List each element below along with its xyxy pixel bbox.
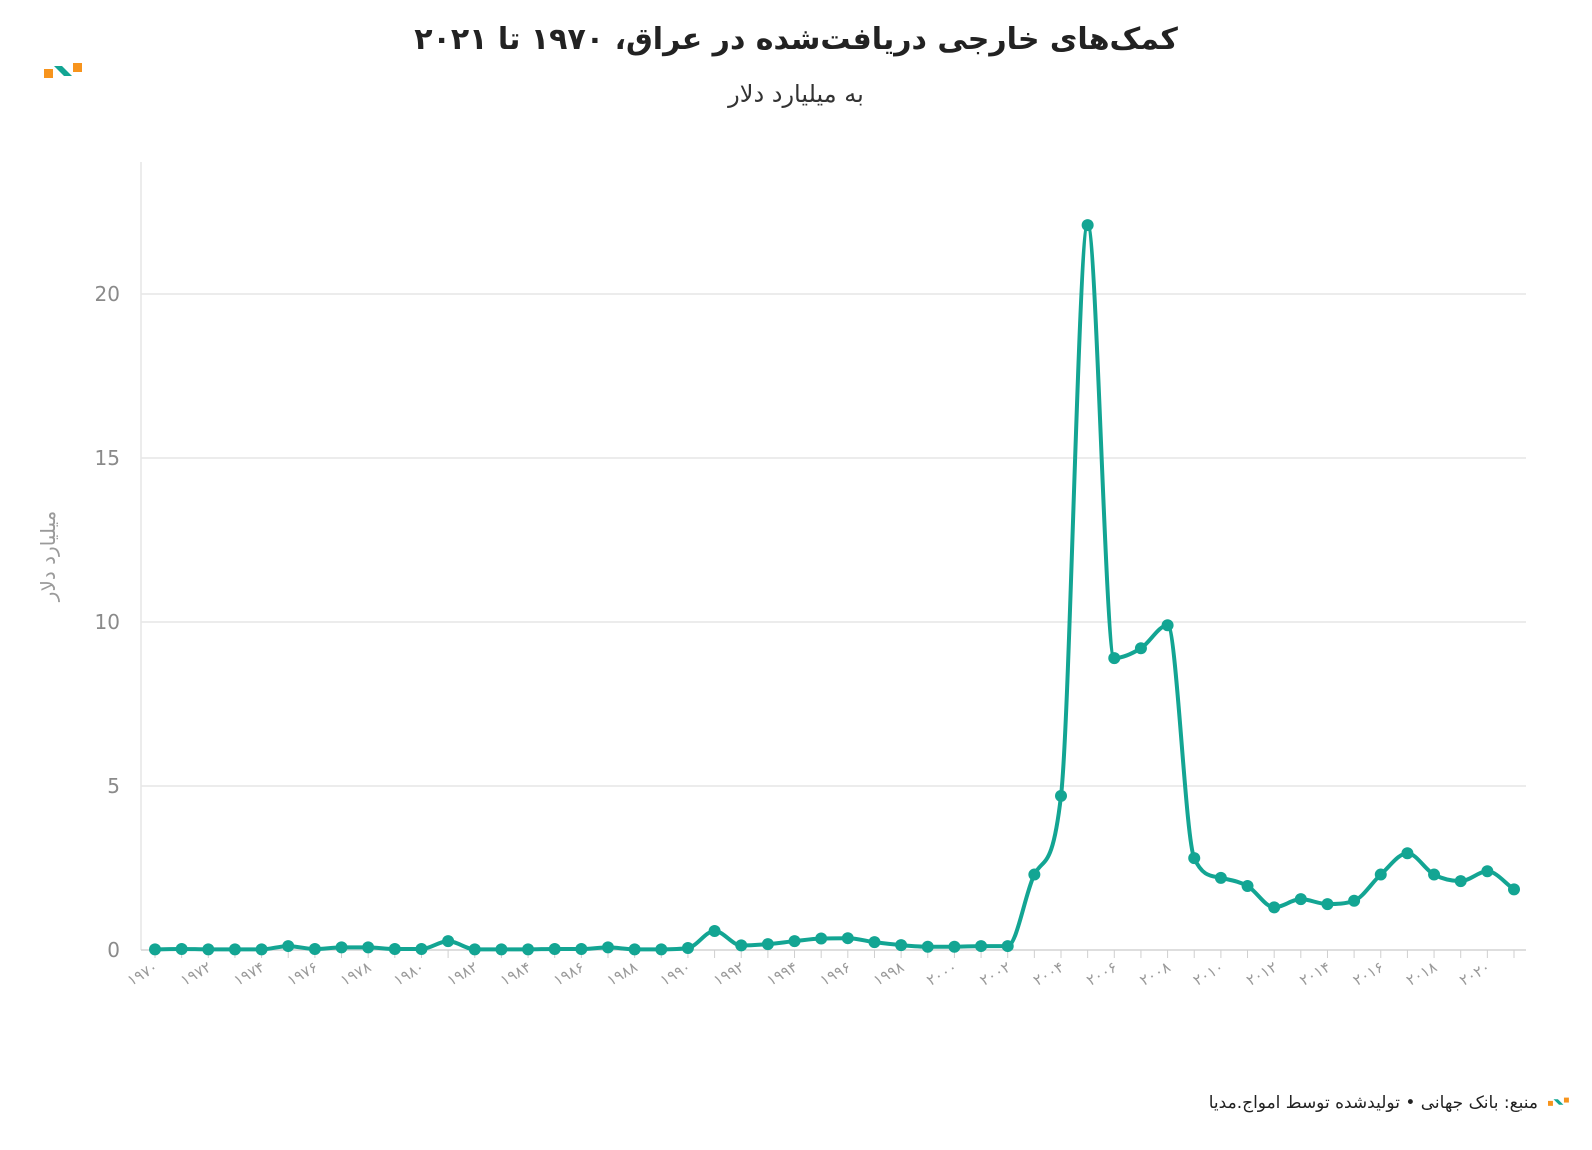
data-point <box>1001 940 1014 953</box>
x-tick-label: ۱۹۸۰ <box>391 958 428 990</box>
data-point <box>1134 642 1147 655</box>
data-point <box>761 938 774 951</box>
data-point <box>282 940 295 953</box>
data-point <box>415 943 428 956</box>
data-point <box>1055 789 1067 802</box>
x-tick-label: ۲۰۰۰ <box>923 958 960 990</box>
data-point <box>202 943 215 956</box>
data-point <box>735 939 748 952</box>
x-tick-label: ۲۰۱۶ <box>1350 958 1387 990</box>
x-tick-label: ۲۰۰۶ <box>1083 958 1120 990</box>
data-point <box>548 943 561 956</box>
x-tick-label: ۱۹۷۸ <box>337 958 374 990</box>
footer-brand-icon <box>1548 1097 1569 1106</box>
data-point <box>388 943 401 956</box>
data-point <box>1428 868 1441 881</box>
data-point <box>1161 619 1174 632</box>
data-point <box>308 943 321 956</box>
data-point <box>1028 868 1041 881</box>
x-tick-label: ۱۹۸۶ <box>550 958 587 990</box>
data-point <box>1188 852 1201 865</box>
brand-logo-icon <box>44 63 82 78</box>
data-point <box>522 943 535 956</box>
data-point <box>175 943 188 956</box>
x-tick-label: ۲۰۰۸ <box>1137 958 1174 990</box>
chart-title: کمک‌های خارجی دریافت‌شده در عراق، ۱۹۷۰ ت… <box>414 22 1178 57</box>
chart-subtitle: به میلیارد دلار <box>728 80 864 108</box>
x-tick-label: ۱۹۹۰ <box>657 958 694 990</box>
data-point <box>708 924 721 937</box>
data-point <box>655 943 668 956</box>
data-point <box>1108 652 1121 665</box>
data-point <box>868 936 881 949</box>
x-tick-label: ۱۹۷۶ <box>284 958 321 990</box>
x-tick-label: ۱۹۷۰ <box>124 958 161 990</box>
data-point <box>921 940 934 953</box>
data-point <box>1294 893 1307 906</box>
data-point <box>495 943 508 956</box>
x-tick-label: ۲۰۲۰ <box>1456 958 1493 990</box>
x-tick-label: ۲۰۱۸ <box>1403 958 1440 990</box>
x-tick-label: ۲۰۰۲ <box>977 958 1014 990</box>
series-line <box>154 223 1516 952</box>
data-point <box>228 943 241 956</box>
x-tick-label: ۱۹۹۶ <box>817 958 854 990</box>
data-point <box>1081 219 1094 232</box>
data-point <box>1214 871 1227 884</box>
data-point <box>1241 880 1254 893</box>
data-point <box>575 943 588 956</box>
data-point <box>442 935 455 948</box>
data-point <box>681 942 694 955</box>
x-tick-label: ۲۰۱۲ <box>1243 958 1280 990</box>
x-tick-labels: ۱۹۷۰ ۱۹۷۲ ۱۹۷۴ ۱۹۷۶ ۱۹۷۸ ۱۹۸۰ ۱۹۸۲ ۱۹۸۴ ۱۹۸۶ ۱۹۸۸… <box>124 958 1493 990</box>
data-point <box>1348 894 1361 907</box>
x-tick-label: ۲۰۱۰ <box>1190 958 1227 990</box>
x-tick-label: ۱۹۹۸ <box>870 958 907 990</box>
data-point <box>1481 865 1494 878</box>
axes <box>140 162 1526 958</box>
x-tick-label: ۲۰۰۴ <box>1030 958 1067 990</box>
data-point <box>948 940 961 953</box>
data-point <box>788 935 801 948</box>
y-tick-label: 5 <box>107 774 120 798</box>
x-tick-label: ۱۹۷۴ <box>231 958 268 990</box>
data-point <box>1268 901 1281 914</box>
data-point <box>255 943 268 956</box>
data-point <box>1374 868 1387 881</box>
data-point <box>602 941 614 954</box>
data-point <box>149 943 161 956</box>
y-axis-label: میلیارد دلار <box>36 511 60 602</box>
x-tick-label: ۱۹۸۸ <box>604 958 641 990</box>
data-point <box>841 932 854 945</box>
data-point <box>1401 847 1414 860</box>
gridlines <box>141 293 1526 787</box>
data-point <box>975 940 988 953</box>
data-point <box>1508 883 1520 896</box>
data-point <box>362 941 375 954</box>
y-tick-labels: 0 5 10 15 20 <box>95 282 120 962</box>
data-point <box>1321 898 1334 911</box>
x-tick-label: ۱۹۸۲ <box>444 958 481 990</box>
data-point <box>468 943 481 956</box>
source-note: منبع: بانک جهانی • تولیدشده توسط امواج.م… <box>1208 1093 1538 1113</box>
data-point <box>1454 875 1467 888</box>
y-tick-label: 20 <box>95 282 120 306</box>
x-tick-label: ۲۰۱۴ <box>1297 958 1334 990</box>
y-tick-label: 15 <box>95 446 120 470</box>
data-point <box>335 941 348 954</box>
y-tick-label: 10 <box>95 610 120 634</box>
x-tick-label: ۱۹۹۲ <box>710 958 747 990</box>
data-point <box>815 932 828 945</box>
x-tick-label: ۱۹۹۴ <box>764 958 801 990</box>
data-points <box>149 219 1520 956</box>
data-point <box>628 943 641 956</box>
x-tick-label: ۱۹۸۴ <box>497 958 534 990</box>
x-tick-label: ۱۹۷۲ <box>177 958 214 990</box>
data-point <box>895 939 908 952</box>
y-tick-label: 0 <box>107 938 120 962</box>
